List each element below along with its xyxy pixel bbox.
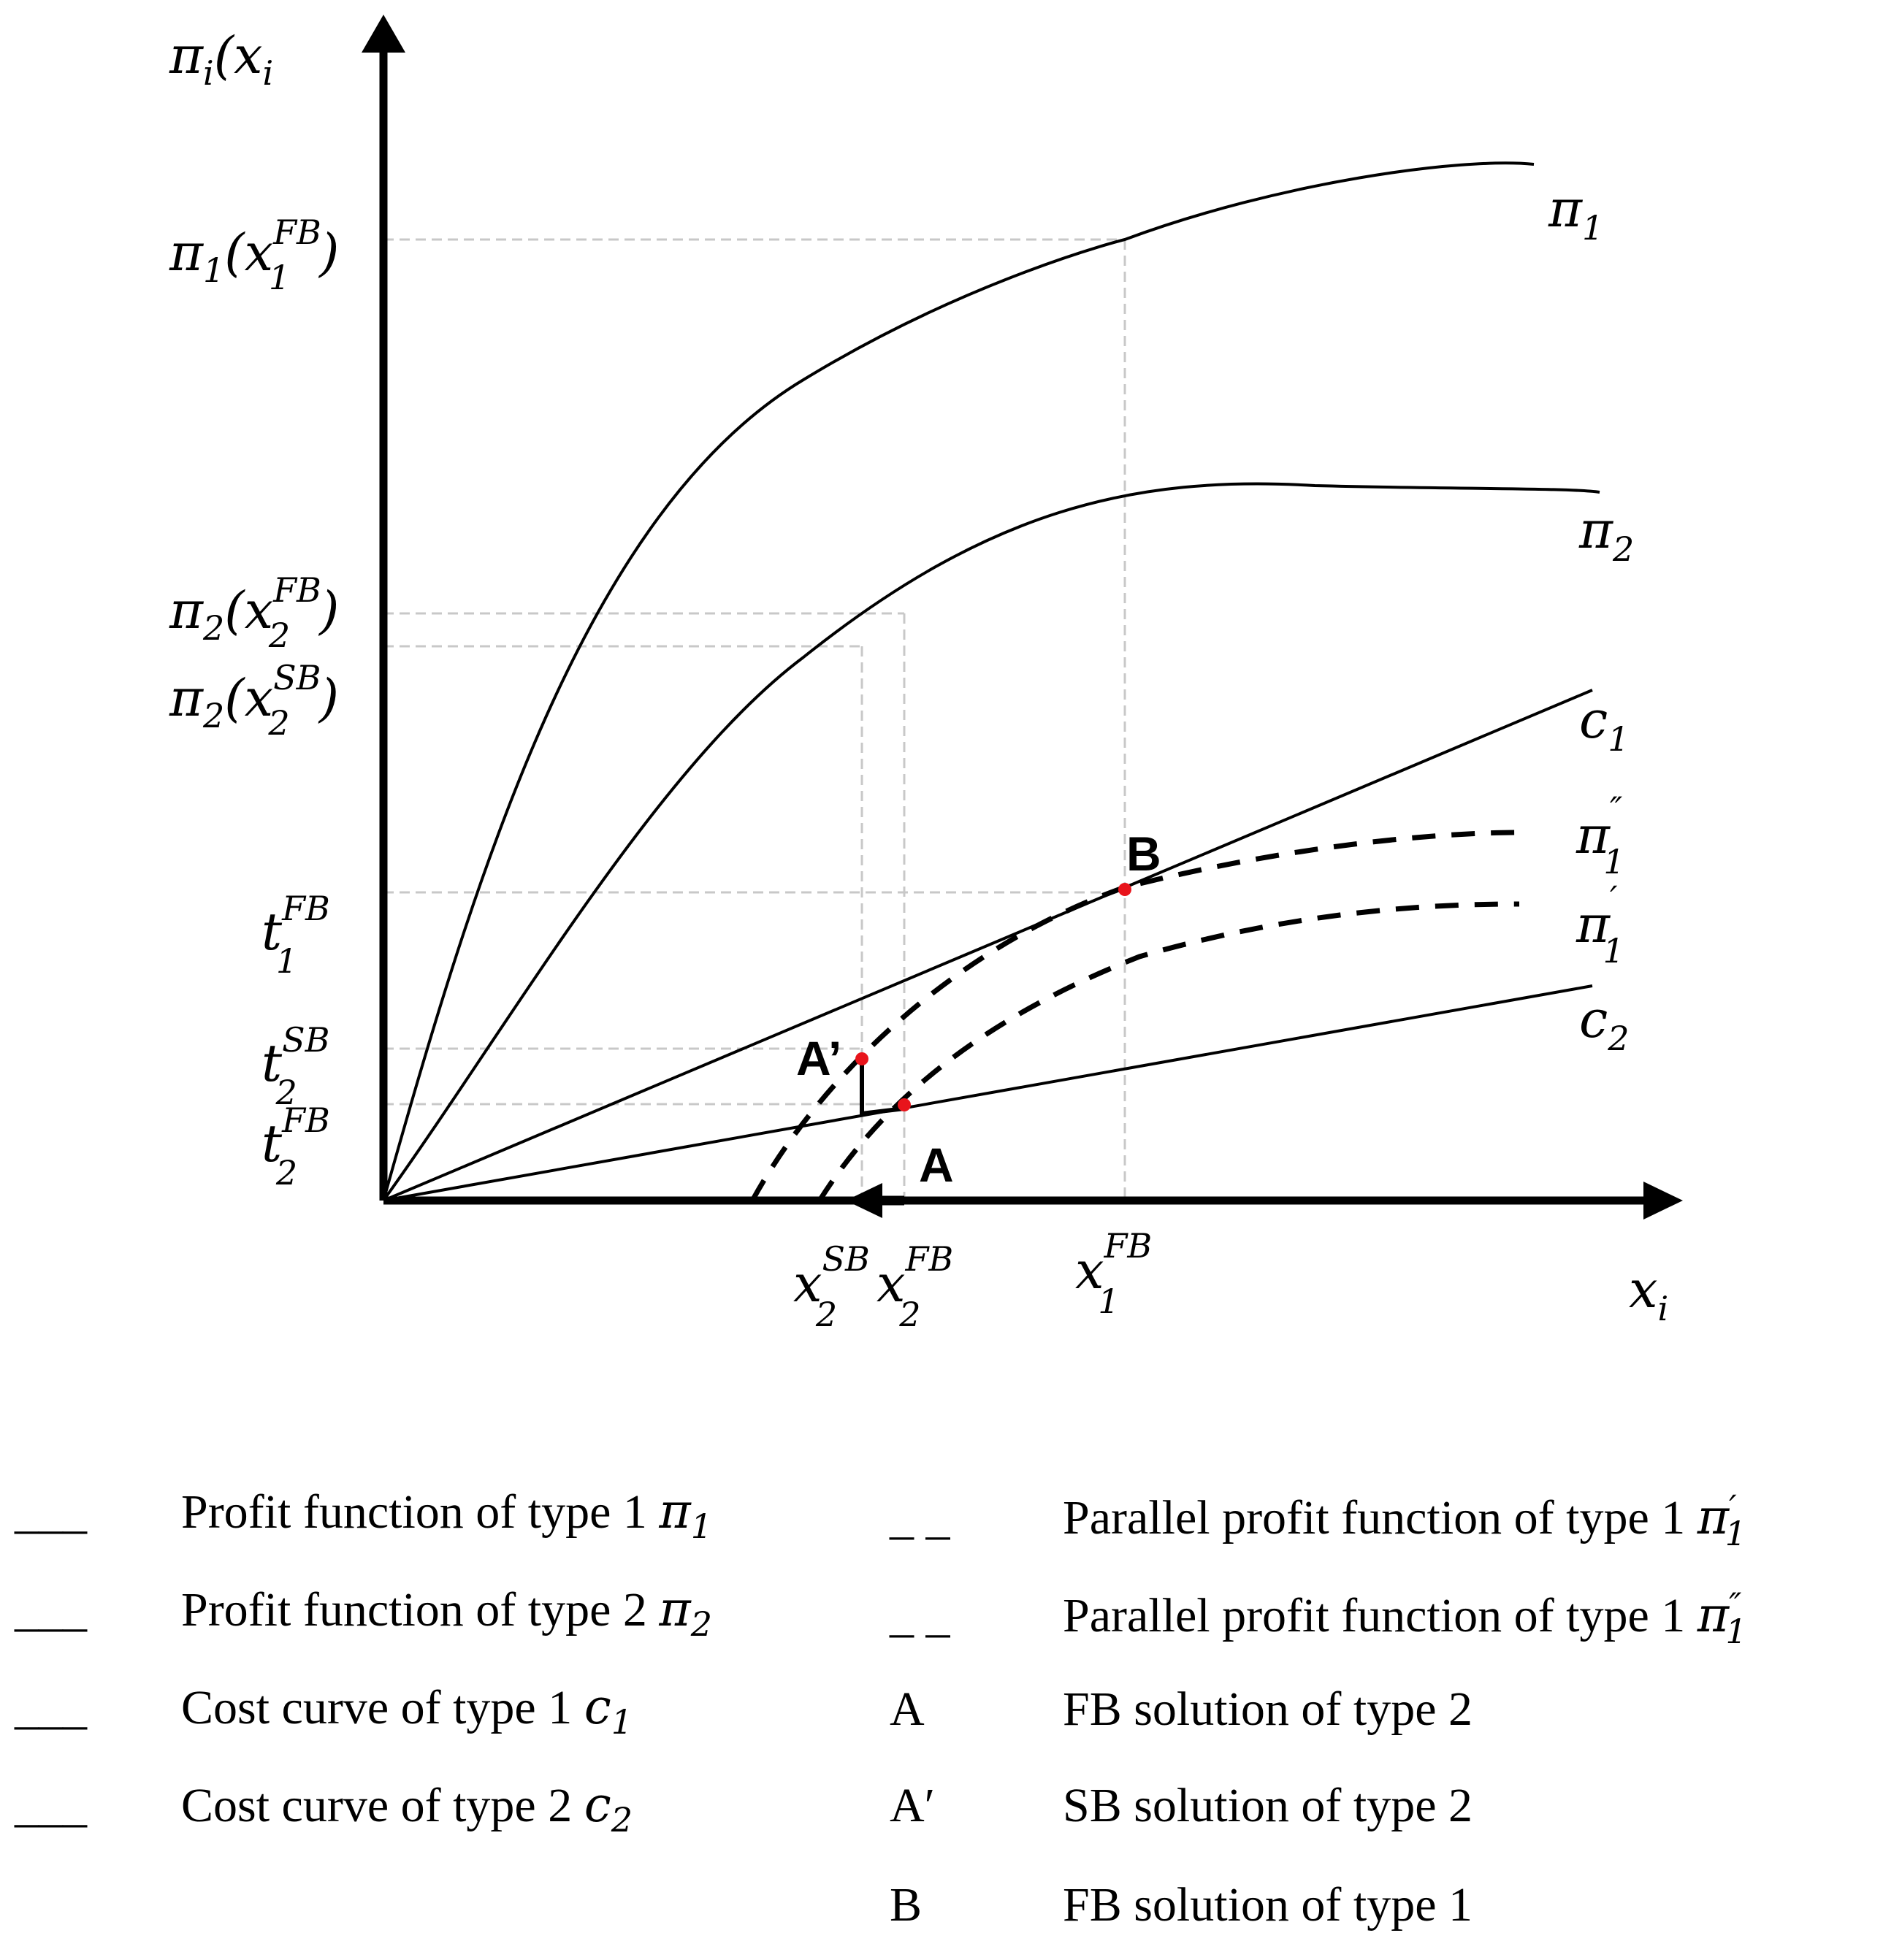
curve-c2 [383,984,1593,1202]
curve-labels: π1 π2 c1 π″ 1 π′ 1 c2 [1548,179,1634,1058]
y-tick-pi2-fb: π2(xFB 2) [169,570,339,655]
curve-pi1-dprime [749,830,1520,1202]
curve-c1 [383,689,1593,1202]
x-axis-arrow-icon [1643,1182,1683,1220]
label-c1: c1 [1579,690,1630,759]
legend-left-text-3: Cost curve of type 2 c2 [181,1777,633,1840]
y-tick-t2-fb: tFB 2 [261,1100,330,1193]
point-A [898,1098,911,1111]
point-label-A: A [919,1138,954,1192]
curve-pi1-prime [817,901,1520,1202]
legend-left-text-1: Profit function of type 2 π2 [181,1581,712,1644]
label-pi1-dprime: π″ 1 [1576,789,1624,881]
x-shift-arrow-icon [846,1183,882,1218]
point-A-prime [855,1052,868,1065]
y-tick-t2-sb: tSB 2 [261,1020,329,1112]
x-tick-x2-sb: xSB 2 [793,1239,870,1334]
x-tick-x2-fb: xFB 2 [876,1239,953,1334]
legend-right-symbol-4: B [890,1878,922,1932]
curve-pi1 [382,161,1535,1201]
y-axis-arrow-icon [362,15,405,53]
legend-right-symbol-3: A′ [890,1779,935,1832]
point-label-A-prime: A’ [796,1031,841,1085]
legend-right-symbol-1: _ _ [889,1589,951,1642]
curve-pi2 [382,482,1600,1202]
legend-right-symbol-0: _ _ [889,1491,951,1544]
label-pi2: π2 [1578,500,1634,569]
legend-right-symbol-2: A [890,1683,925,1736]
curves [382,161,1600,1202]
legend-right-text-2: FB solution of type 2 [1063,1683,1473,1736]
legend-left-symbol-0: ___ [14,1485,88,1539]
legend-left-symbol-3: ___ [14,1779,88,1832]
y-tick-labels: π1(xFB 1) π2(xFB 2) π2(xSB 2) tFB 1 tSB 2 tFB… [169,213,339,1193]
points: A A’ B [796,827,1161,1192]
y-tick-pi2-sb: π2(xSB 2) [169,658,339,743]
point-label-B: B [1126,827,1161,881]
label-pi1-prime: π′ 1 [1576,878,1624,971]
legend: ___ Profit function of type 1 π1 ___ Pro… [14,1483,1747,1932]
legend-right-text-3: SB solution of type 2 [1063,1779,1473,1832]
x-tick-labels: xSB 2 xFB 2 xFB 1 [793,1226,1152,1334]
point-B [1118,883,1131,896]
x-axis-label: xi [1629,1260,1668,1328]
a-prime-connector [860,1059,905,1117]
legend-left-symbol-2: ___ [14,1681,88,1734]
y-tick-pi1-fb: π1(xFB 1) [169,213,339,297]
axis-labels: πi(xi xi [169,26,1668,1328]
y-axis-label: πi(xi [169,26,273,93]
legend-left-symbol-1: ___ [14,1583,88,1636]
legend-right-text-1: Parallel profit function of type 1 π″ 1 [1063,1585,1747,1651]
y-tick-t1-fb: tFB 1 [261,889,330,981]
label-pi1: π1 [1548,179,1603,248]
guide-lines [383,238,1126,1198]
legend-right-text-0: Parallel profit function of type 1 π′ 1 [1063,1488,1746,1553]
legend-left-text-2: Cost curve of type 1 c1 [181,1679,633,1742]
label-c2: c2 [1579,989,1630,1058]
axes [362,15,1683,1220]
x-tick-x1-fb: xFB 1 [1075,1226,1152,1321]
legend-right-text-4: FB solution of type 1 [1063,1878,1473,1932]
legend-left-text-0: Profit function of type 1 π1 [181,1483,712,1546]
